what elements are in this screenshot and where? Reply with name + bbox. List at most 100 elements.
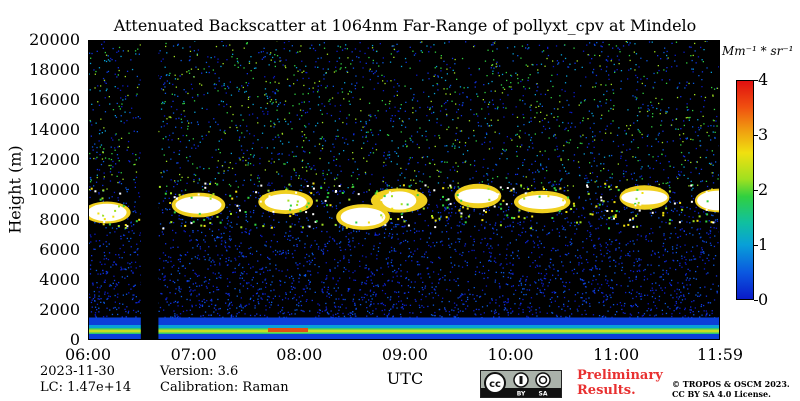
cloud-speckle (650, 208, 652, 210)
cloud-speckle (272, 211, 274, 213)
cloud-speckle (262, 225, 264, 227)
cloud-speckle (608, 227, 610, 229)
cloud-speckle (240, 226, 242, 228)
cloud-speckle (613, 218, 615, 220)
cloud-speckle (403, 184, 405, 186)
cloud-speckle (391, 208, 393, 210)
cloud-speckle (506, 203, 508, 205)
cloud-speckle (406, 210, 408, 212)
cloud-speckle (255, 191, 257, 193)
cloud-speckle (339, 185, 341, 187)
cloud-speckle (551, 217, 553, 219)
cloud-speckle (184, 225, 186, 227)
cloud-speckle (376, 196, 378, 198)
cloud-speckle (644, 196, 646, 198)
cloud-speckle (182, 209, 184, 211)
cloud-speckle (580, 221, 582, 223)
cloud-speckle (526, 199, 528, 201)
cloud-speckle (417, 194, 419, 196)
cloud-speckle (369, 209, 371, 211)
cloud-speckle (254, 224, 256, 226)
colorbar-tick-mark (754, 80, 758, 81)
cloud-speckle (711, 189, 713, 191)
calibration-label: Calibration: Raman (160, 380, 289, 395)
cloud-speckle (467, 205, 469, 207)
heatmap-svg (88, 40, 720, 340)
x-tick-label: 09:00 (375, 345, 435, 364)
cloud-speckle (662, 212, 664, 214)
cloud-speckle (669, 219, 671, 221)
data-gap-column (141, 40, 159, 340)
cloud-speckle (494, 206, 496, 208)
cloud-speckle (497, 193, 499, 195)
cloud-speckle (567, 197, 569, 199)
cloud-speckle (439, 218, 441, 220)
cloud-speckle (327, 192, 329, 194)
cloud-speckle (316, 220, 318, 222)
cloud-speckle (268, 190, 270, 192)
cloud-speckle (573, 203, 575, 205)
cloud-speckle (468, 216, 470, 218)
cloud-speckle (200, 225, 202, 227)
cloud-speckle (613, 216, 615, 218)
cloud-speckle (707, 200, 709, 202)
cloud-speckle (606, 210, 608, 212)
cloud-speckle (629, 219, 631, 221)
cloud-speckle (109, 223, 111, 225)
cloud-speckle (483, 210, 485, 212)
cloud-speckle (326, 204, 328, 206)
cloud-speckle (217, 216, 219, 218)
cloud-speckle (652, 212, 654, 214)
cloud-speckle (307, 185, 309, 187)
cloud-speckle (401, 213, 403, 215)
cloud-speckle (335, 190, 337, 192)
cloud-speckle (450, 203, 452, 205)
cloud-speckle (325, 200, 327, 202)
cloud-speckle (390, 218, 392, 220)
cloud-speckle (690, 185, 692, 187)
cloud-speckle (393, 202, 395, 204)
cloud-speckle (316, 200, 318, 202)
cloud-speckle (665, 207, 667, 209)
cloud-speckle (458, 210, 460, 212)
y-tick-label: 2000 (18, 300, 80, 319)
cloud-speckle (209, 222, 211, 224)
cloud-speckle (699, 215, 701, 217)
cloud-speckle (409, 185, 411, 187)
cloud-speckle (434, 226, 436, 228)
cloud-speckle (449, 185, 451, 187)
colorbar (736, 80, 754, 300)
colorbar-tick-label: 1 (758, 235, 768, 254)
cloud-speckle (170, 221, 172, 223)
cloud-speckle (204, 187, 206, 189)
cloud-speckle (506, 214, 508, 216)
cloud-speckle (524, 217, 526, 219)
cloud-speckle (210, 198, 212, 200)
cloud-speckle (239, 210, 241, 212)
cloud-speckle (555, 189, 557, 191)
heatmap-plot-area (88, 40, 720, 340)
cloud-speckle (352, 186, 354, 188)
cloud-speckle (588, 193, 590, 195)
cloud-core (341, 208, 386, 227)
cloud-core (265, 194, 307, 210)
cloud-speckle (366, 222, 368, 224)
cloud-speckle (638, 202, 640, 204)
cloud-speckle (260, 201, 262, 203)
cloud-speckle (358, 193, 360, 195)
lc-label: LC: 1.47e+14 (40, 380, 131, 395)
cloud-speckle (488, 188, 490, 190)
x-tick-label: 11:59 (690, 345, 750, 364)
cloud-speckle (447, 207, 449, 209)
cloud-speckle (401, 216, 403, 218)
cloud-speckle (562, 199, 564, 201)
cloud-speckle (313, 188, 315, 190)
cloud-speckle (103, 213, 105, 215)
cloud-speckle (404, 220, 406, 222)
cloud-speckle (262, 195, 264, 197)
cloud-speckle (406, 190, 408, 192)
cloud-speckle (510, 189, 512, 191)
cloud-speckle (600, 196, 602, 198)
cloud-speckle (543, 188, 545, 190)
cloud-speckle (590, 213, 592, 215)
